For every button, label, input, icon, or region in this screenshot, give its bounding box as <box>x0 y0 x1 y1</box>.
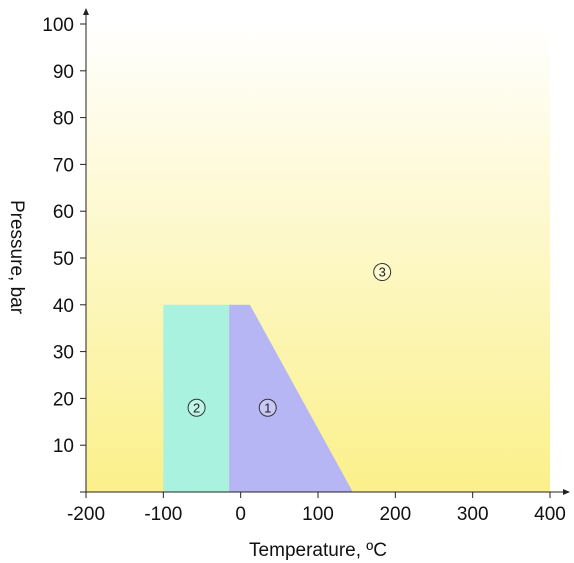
x-tick-label: -100 <box>144 504 182 525</box>
y-axis-label: Pressure, bar <box>6 200 27 315</box>
zone-label-circle <box>258 398 277 417</box>
zone-label-circle <box>373 263 392 282</box>
y-tick-label: 30 <box>53 343 74 364</box>
x-axis-arrow <box>563 489 570 495</box>
zone-label-text: 1 <box>264 400 271 415</box>
y-tick-label: 80 <box>53 109 74 130</box>
y-tick-label: 70 <box>53 155 74 176</box>
x-axis-label: Temperature, ºC <box>249 540 387 561</box>
region-1 <box>229 304 353 492</box>
x-tick-label: -200 <box>67 504 105 525</box>
y-tick-label: 20 <box>53 389 74 410</box>
zone-label-1: 1 <box>258 398 277 417</box>
x-tick-label: 300 <box>457 504 489 525</box>
y-tick-label: 40 <box>53 296 74 317</box>
zone-label-2: 2 <box>187 398 206 417</box>
x-tick-label: 200 <box>379 504 411 525</box>
x-tick-label: 100 <box>302 504 334 525</box>
region-3 <box>86 24 550 492</box>
x-tick-label: 400 <box>534 504 566 525</box>
y-tick-label: 90 <box>53 62 74 83</box>
y-tick-label: 100 <box>42 15 74 36</box>
y-tick-label: 10 <box>53 436 74 457</box>
region-2 <box>163 304 230 492</box>
x-tick-label: 0 <box>235 504 246 525</box>
zone-label-circle <box>187 398 206 417</box>
zone-label-text: 3 <box>379 265 386 280</box>
y-tick-label: 50 <box>53 249 74 270</box>
y-tick-label: 60 <box>53 202 74 223</box>
zone-label-3: 3 <box>373 263 392 282</box>
y-axis-arrow <box>83 8 89 15</box>
zone-label-text: 2 <box>193 400 200 415</box>
